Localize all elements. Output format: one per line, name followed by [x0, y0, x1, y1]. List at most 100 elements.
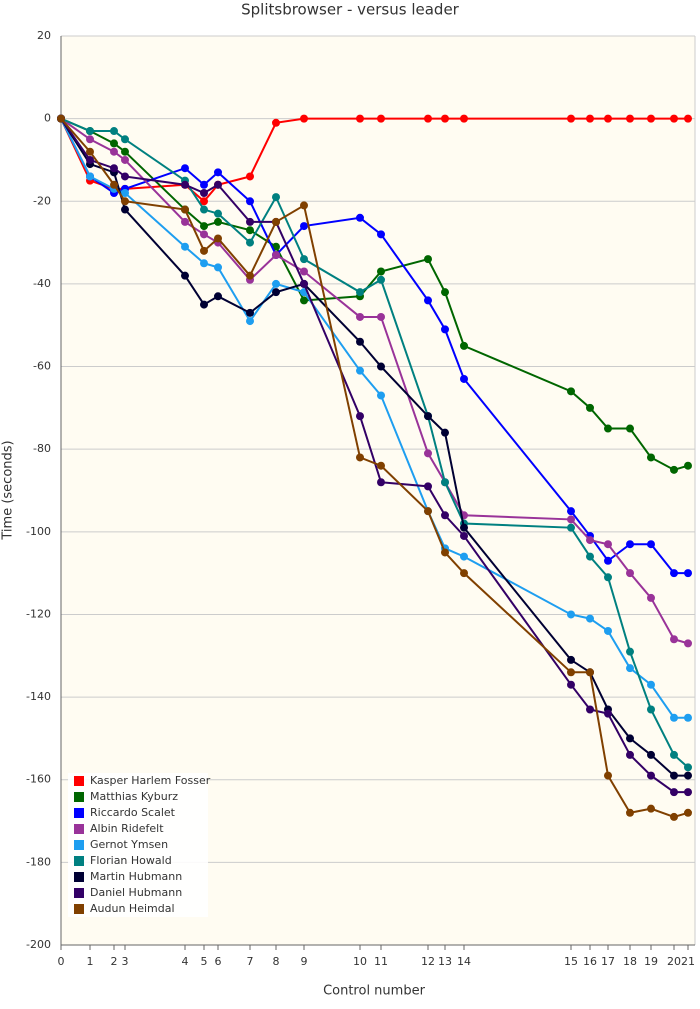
data-point: [246, 172, 254, 181]
data-point: [586, 552, 594, 561]
data-point: [200, 300, 208, 309]
data-point: [670, 812, 678, 821]
data-point: [121, 205, 129, 214]
data-point: [441, 428, 449, 437]
y-tick-label: -20: [33, 194, 51, 207]
data-point: [604, 556, 612, 565]
data-point: [604, 424, 612, 433]
data-point: [272, 288, 280, 297]
x-tick-label: 16: [583, 955, 597, 968]
data-point: [200, 222, 208, 231]
data-point: [684, 114, 692, 123]
data-point: [647, 540, 655, 549]
data-point: [626, 114, 634, 123]
data-point: [647, 680, 655, 689]
data-point: [460, 569, 468, 578]
data-point: [441, 114, 449, 123]
data-point: [200, 259, 208, 268]
series-line: [60, 117, 689, 769]
data-point: [626, 424, 634, 433]
x-tick-label: 19: [644, 955, 658, 968]
data-point: [214, 180, 222, 189]
data-point: [604, 771, 612, 780]
x-axis-label: Control number: [323, 984, 426, 999]
data-point: [586, 705, 594, 714]
data-point: [110, 127, 118, 136]
x-tick-label: 4: [182, 955, 189, 968]
x-tick-label: 0: [58, 955, 65, 968]
data-point: [424, 114, 432, 123]
data-point: [246, 197, 254, 206]
data-point: [181, 242, 189, 251]
legend-label: Martin Hubmann: [90, 870, 182, 883]
data-point: [246, 226, 254, 235]
data-point: [377, 362, 385, 371]
data-point: [86, 172, 94, 181]
data-point: [684, 639, 692, 648]
data-point: [272, 250, 280, 259]
data-point: [647, 453, 655, 462]
series-line: [60, 118, 688, 719]
y-tick-label: -200: [26, 938, 51, 951]
x-tick-label: 10: [353, 955, 367, 968]
y-tick-label: -60: [33, 360, 51, 373]
data-point: [86, 155, 94, 164]
data-point: [272, 279, 280, 288]
data-point: [181, 164, 189, 173]
legend-label: Florian Howald: [90, 854, 172, 867]
data-point: [110, 164, 118, 173]
data-point: [586, 668, 594, 677]
chart-title: Splitsbrowser - versus leader: [241, 1, 460, 19]
data-point: [246, 271, 254, 280]
data-point: [272, 193, 280, 202]
data-point: [300, 114, 308, 123]
data-point: [300, 255, 308, 264]
data-point: [670, 114, 678, 123]
data-point: [604, 114, 612, 123]
data-point: [567, 668, 575, 677]
data-point: [121, 147, 129, 156]
data-point: [356, 288, 364, 297]
data-point: [586, 114, 594, 123]
legend-label: Gernot Ymsen: [90, 838, 168, 851]
data-point: [181, 217, 189, 226]
x-tick-label: 13: [438, 955, 452, 968]
data-point: [567, 387, 575, 396]
data-point: [356, 453, 364, 462]
y-tick-label: -80: [33, 442, 51, 455]
data-point: [246, 217, 254, 226]
data-point: [460, 374, 468, 383]
data-point: [300, 222, 308, 231]
y-tick-label: -120: [26, 607, 51, 620]
x-tick-label: 20: [667, 955, 681, 968]
data-point: [647, 593, 655, 602]
legend-label: Audun Heimdal: [90, 902, 175, 915]
data-point: [181, 180, 189, 189]
x-tick-label: 14: [457, 955, 471, 968]
data-point: [214, 217, 222, 226]
data-point: [246, 317, 254, 326]
data-point: [670, 465, 678, 474]
data-point: [181, 205, 189, 214]
data-point: [300, 279, 308, 288]
data-point: [214, 234, 222, 243]
data-point: [684, 788, 692, 797]
data-point: [121, 172, 129, 181]
data-point: [424, 449, 432, 458]
data-point: [670, 713, 678, 722]
data-point: [86, 147, 94, 156]
data-point: [626, 664, 634, 673]
data-point: [300, 201, 308, 210]
data-point: [647, 771, 655, 780]
legend-swatch: [74, 808, 84, 818]
legend-label: Matthias Kyburz: [90, 790, 178, 803]
legend-swatch: [74, 792, 84, 802]
y-tick-label: -40: [33, 277, 51, 290]
data-point: [567, 507, 575, 516]
data-point: [604, 573, 612, 582]
y-tick-label: -160: [26, 773, 51, 786]
data-point: [356, 412, 364, 421]
data-point: [460, 341, 468, 350]
data-point: [110, 147, 118, 156]
data-point: [356, 114, 364, 123]
